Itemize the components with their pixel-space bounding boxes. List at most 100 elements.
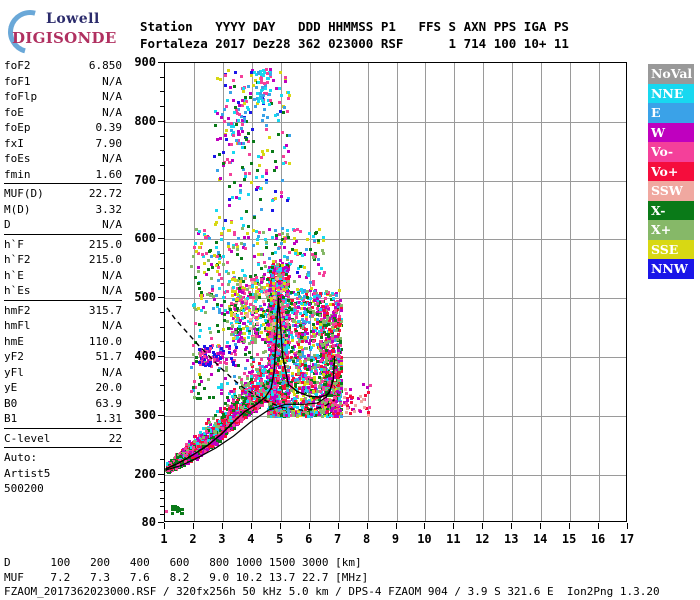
echo-point [187,440,191,444]
y-minor-tick [160,135,164,137]
param-value: 51.7 [95,350,123,363]
echo-point [256,382,260,386]
echo-point [227,411,231,415]
echo-point [265,370,269,374]
echo-point [240,397,244,401]
param-row: yFl N/A [4,365,122,381]
echo-point [221,416,225,420]
gridline-horizontal [165,415,626,417]
param-value: 22 [108,431,122,445]
echo-point [235,407,239,411]
y-minor-tick [160,311,164,313]
y-minor-tick [160,209,164,211]
gridline-vertical [570,63,572,521]
param-value: 0.39 [95,121,123,134]
param-row: foFlp N/A [4,89,122,105]
echo-point [226,421,230,425]
echo-point [241,407,245,411]
param-key: hmE [4,334,24,348]
echo-point [220,421,224,425]
param-group-3: h`F 215.0 h`F2 215.0 h`E N/A h`Es N/A [4,237,122,301]
y-minor-tick [160,385,164,387]
y-minor-tick [160,497,164,499]
param-key: B0 [4,396,18,410]
y-minor-tick [160,194,164,196]
param-value: N/A [102,365,122,379]
param-key: foEs [4,152,31,165]
echo-point [192,440,196,444]
lowell-digisonde-logo: Lowell DIGISONDE [0,1,124,63]
echo-point [248,396,252,400]
echo-point [182,448,186,452]
parameter-table: foF2 6.850 foF1 N/A foFlp N/A foE N/A foEp 0.39 fx… [4,58,122,500]
gridline-horizontal [165,474,626,476]
echo-point [278,259,282,263]
echo-point [259,378,263,382]
param-key: foE [4,105,24,119]
echo-point [264,380,268,384]
echo-point [246,387,250,391]
y-minor-tick [160,282,164,284]
echo-point [250,373,254,377]
y-minor-tick [160,444,164,446]
echo-point [208,435,212,439]
echo-point [182,451,186,455]
echo-point [260,389,264,393]
echo-point [250,386,254,390]
y-minor-tick [160,400,164,402]
y-minor-tick [160,164,164,166]
echo-point [233,403,237,407]
echo-point [169,458,173,462]
param-key: h`Es [4,284,31,297]
echo-point [259,357,263,361]
echo-point [194,440,198,444]
param-key: h`F [4,237,24,251]
y-tick-label: 700 [134,172,156,187]
gridline-vertical [483,63,485,521]
param-key: yE [4,381,18,394]
param-value: 1.31 [95,412,123,425]
y-tick [158,238,164,240]
y-minor-tick [160,267,164,269]
echo-point [226,408,230,412]
echo-point [209,422,213,426]
echo-point [171,462,175,466]
echo-point [240,391,244,395]
gridline-horizontal [165,121,626,123]
echo-point [244,387,248,391]
echo-point [224,422,228,426]
echo-point [209,426,213,430]
echo-point [187,443,191,447]
param-key: hmF2 [4,303,31,317]
ionogram-plot [164,62,627,522]
gridline-horizontal [165,180,626,182]
gridline-vertical [599,63,601,521]
header-labels-line: Station YYYY DAY DDD HHMMSS P1 FFS S AXN… [140,19,569,34]
param-key: yF2 [4,350,24,363]
param-key: foFlp [4,90,38,103]
y-minor-tick [160,489,164,491]
echo-point [258,362,262,366]
echo-point [216,410,220,414]
param-value: N/A [102,268,122,282]
y-tick [158,62,164,63]
echo-point [238,393,242,397]
y-tick-label: 300 [134,407,156,422]
echo-point [265,376,269,380]
param-row: D N/A [4,217,122,233]
echo-point [217,422,221,426]
param-key: foF1 [4,74,31,88]
param-value: 22.72 [88,187,122,200]
y-axis: 80 200 300 400 500 600 700 800 900 [108,55,164,529]
param-key: M(D) [4,202,31,216]
y-minor-tick [160,458,164,460]
param-group-1: foF2 6.850 foF1 N/A foFlp N/A foE N/A foEp 0.39 fx… [4,58,122,184]
echo-point [240,380,244,384]
echo-point [254,367,258,371]
param-value: 315.7 [88,303,122,317]
param-value: 215.0 [88,237,122,251]
echo-scatter-layer [164,62,627,522]
param-row: B1 1.31 [4,411,122,427]
param-row: foEp 0.39 [4,120,122,136]
